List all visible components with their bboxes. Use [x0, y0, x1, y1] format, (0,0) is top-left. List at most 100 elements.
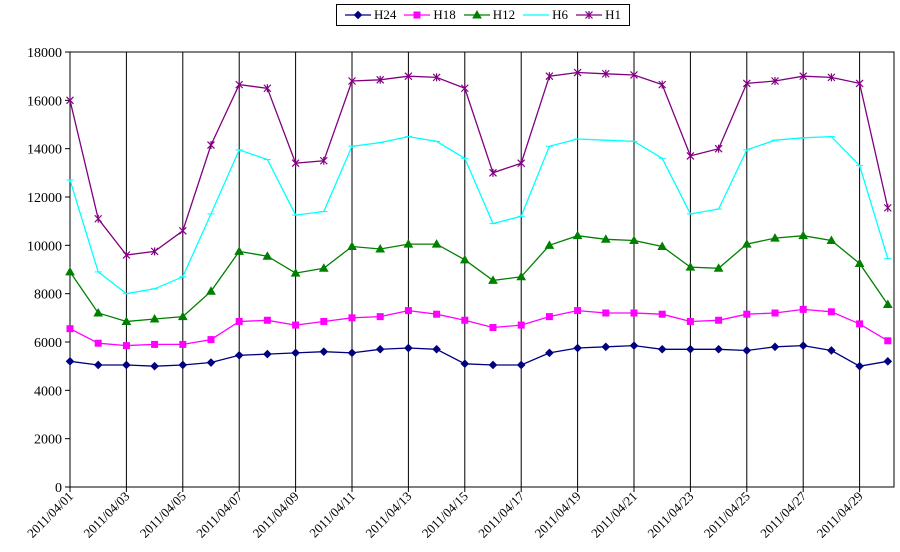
data-point-marker	[854, 258, 865, 267]
data-point-marker	[320, 317, 328, 325]
data-point-marker	[459, 254, 470, 264]
data-point-marker	[291, 159, 300, 168]
data-point-marker	[713, 263, 724, 272]
legend-symbol	[523, 14, 550, 16]
data-point-marker	[545, 348, 554, 358]
legend-item-h12: H12	[463, 7, 515, 23]
x-tick-label: 2011/04/13	[362, 489, 414, 541]
data-point-marker	[771, 77, 779, 85]
data-point-marker	[798, 341, 808, 350]
x-tick-label: 2011/04/01	[24, 489, 76, 541]
series-h24	[65, 341, 893, 371]
data-point-marker	[235, 317, 243, 325]
data-point-marker	[516, 360, 526, 370]
data-point-marker	[318, 263, 329, 272]
data-point-marker	[353, 10, 363, 20]
data-point-marker	[347, 241, 357, 251]
legend-symbol	[576, 11, 603, 19]
data-point-marker	[771, 309, 779, 317]
series-h1	[66, 68, 892, 259]
data-point-marker	[686, 344, 695, 354]
x-tick-label: 2011/04/09	[250, 489, 302, 541]
data-point-marker	[601, 69, 610, 78]
legend: H24 H18 H12 H6 H1	[336, 4, 630, 26]
data-point-marker	[686, 317, 694, 325]
y-tick-label: 8000	[34, 288, 62, 303]
data-point-marker	[471, 9, 482, 19]
data-point-marker	[178, 360, 188, 370]
data-point-marker	[686, 151, 695, 160]
data-point-marker	[121, 316, 132, 325]
data-point-marker	[177, 311, 188, 321]
data-point-marker	[573, 343, 582, 353]
data-point-marker	[770, 233, 780, 242]
data-point-marker	[290, 268, 301, 277]
data-point-marker	[262, 251, 273, 260]
label-layer: 2011/04/01 2011/04/03 2011/04/05 2011/04/07…	[24, 46, 866, 541]
y-tick-label: 14000	[27, 143, 62, 158]
legend-item-h18: H18	[404, 7, 456, 23]
data-point-marker	[403, 239, 414, 248]
data-point-marker	[375, 344, 385, 354]
data-point-marker	[856, 320, 864, 328]
data-point-marker	[404, 72, 413, 81]
legend-item-h24: H24	[345, 7, 396, 23]
x-tick-label: 2011/04/19	[532, 489, 584, 541]
data-point-marker	[375, 243, 386, 253]
series-h6	[66, 135, 892, 295]
data-point-marker	[149, 314, 160, 323]
y-tick-label: 2000	[34, 433, 62, 448]
legend-symbol	[345, 10, 371, 20]
data-point-marker	[122, 251, 131, 259]
data-point-marker	[489, 168, 497, 177]
data-point-marker	[630, 309, 638, 317]
x-tick-label: 2011/04/29	[814, 489, 866, 541]
data-point-marker	[572, 230, 583, 240]
data-point-marker	[207, 336, 215, 344]
data-point-marker	[461, 316, 469, 324]
data-point-marker	[235, 80, 244, 89]
data-point-marker	[488, 360, 498, 370]
data-point-marker	[319, 156, 328, 165]
data-point-marker	[574, 307, 582, 315]
series-layer	[65, 68, 893, 371]
data-point-marker	[488, 275, 498, 284]
data-point-marker	[66, 325, 74, 333]
data-point-marker	[658, 310, 666, 318]
legend-symbol	[463, 9, 490, 19]
y-tick-label: 0	[55, 481, 62, 496]
data-point-marker	[545, 72, 554, 81]
data-point-marker	[715, 316, 723, 324]
data-point-marker	[658, 80, 667, 89]
series-line-h24	[69, 344, 888, 367]
data-point-marker	[742, 346, 752, 355]
data-point-marker	[234, 246, 245, 255]
legend-label: H24	[374, 7, 397, 22]
data-point-marker	[404, 343, 413, 353]
data-point-marker	[94, 339, 102, 347]
data-point-marker	[585, 11, 593, 19]
data-point-marker	[431, 239, 442, 248]
data-point-marker	[65, 357, 75, 366]
data-point-marker	[150, 361, 159, 371]
data-point-marker	[150, 247, 159, 256]
x-tick-label: 2011/04/27	[757, 488, 809, 540]
data-point-marker	[827, 73, 836, 82]
data-point-marker	[770, 342, 780, 352]
data-point-marker	[207, 141, 215, 150]
legend-label: H6	[552, 7, 569, 22]
x-tick-label: 2011/04/03	[80, 489, 132, 541]
data-point-marker	[657, 344, 667, 354]
data-point-marker	[827, 346, 836, 355]
data-point-marker	[883, 203, 892, 212]
data-point-marker	[292, 321, 300, 329]
x-tick-label: 2011/04/21	[588, 489, 640, 541]
data-point-marker	[122, 342, 130, 350]
data-point-marker	[348, 314, 356, 322]
x-tick-label: 2011/04/25	[701, 489, 753, 541]
data-point-marker	[883, 357, 893, 366]
x-tick-label: 2011/04/07	[193, 488, 245, 540]
grid-layer	[125, 52, 861, 487]
